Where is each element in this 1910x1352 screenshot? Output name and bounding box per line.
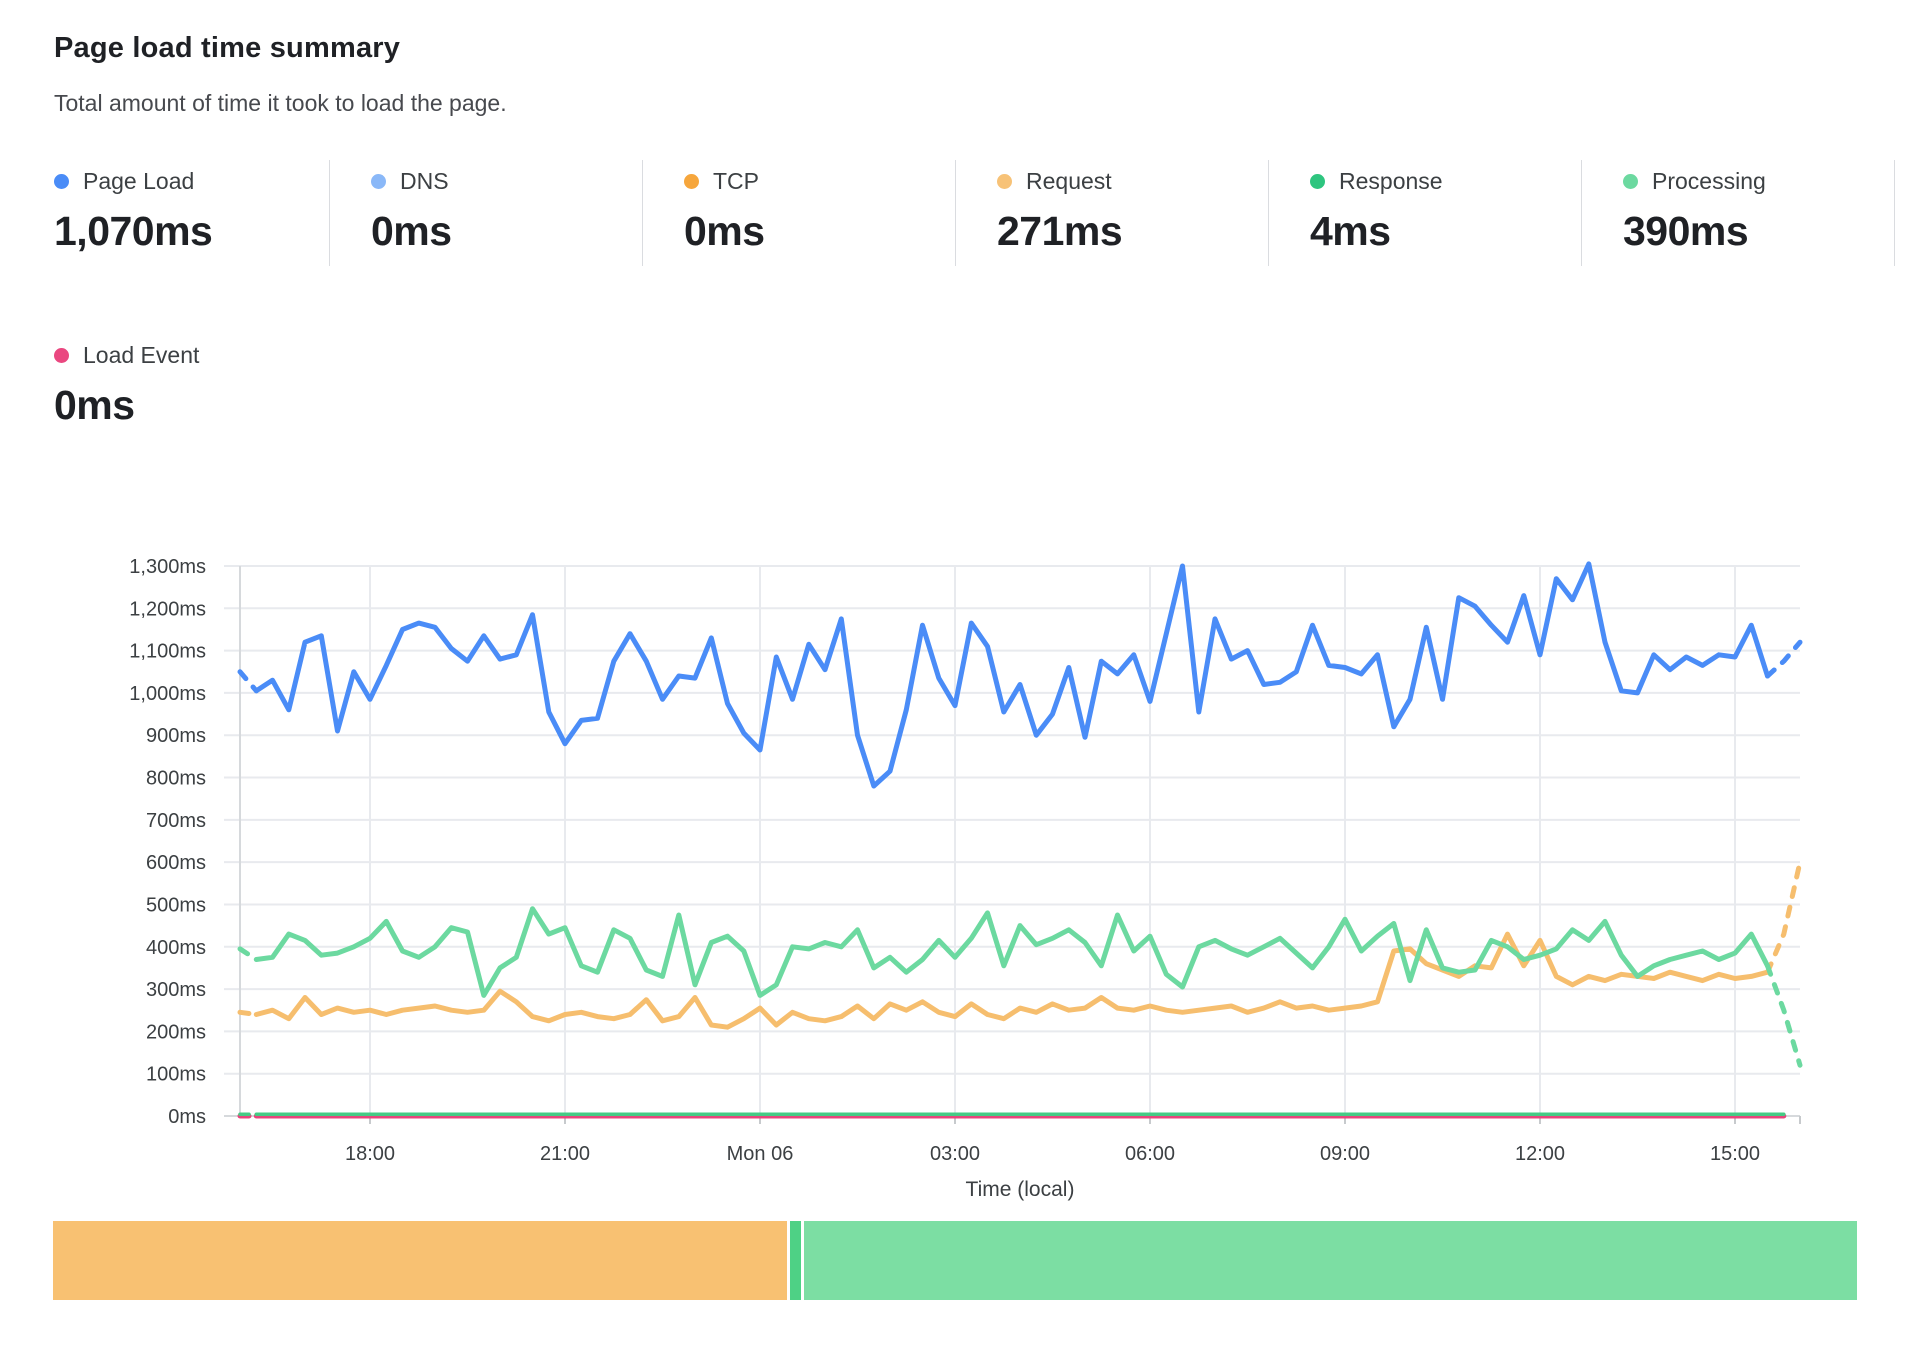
request-line-dash-tail — [1765, 859, 1803, 975]
metric-tcp: TCP 0ms — [643, 160, 956, 266]
timing-breakdown-bar — [53, 1221, 1857, 1300]
metric-value: 0ms — [54, 382, 135, 428]
y-axis-tick-label: 800ms — [146, 768, 206, 790]
metric-processing: Processing 390ms — [1582, 160, 1895, 266]
x-axis-tick-label: 15:00 — [1710, 1143, 1760, 1165]
y-axis-tick-label: 1,000ms — [129, 683, 206, 705]
metric-label: Page Load — [83, 168, 195, 194]
page-subtitle: Total amount of time it took to load the… — [54, 90, 507, 116]
metric-value: 0ms — [371, 208, 452, 254]
x-axis-title: Time (local) — [966, 1178, 1075, 1201]
y-axis-tick-label: 200ms — [146, 1021, 206, 1043]
x-axis-tick-label: 18:00 — [345, 1143, 395, 1165]
x-axis-tick-label: 06:00 — [1125, 1143, 1175, 1165]
page-load-line-dash-tail — [1765, 639, 1803, 679]
page-title: Page load time summary — [54, 32, 401, 64]
metric-label: Load Event — [83, 342, 200, 368]
metric-value: 0ms — [684, 208, 765, 254]
bar-segment-processing — [804, 1221, 1857, 1300]
x-axis-tick-label: 12:00 — [1515, 1143, 1565, 1165]
metric-label: Request — [1026, 168, 1112, 194]
processing-line — [253, 906, 1770, 998]
x-axis-tick-label: 09:00 — [1320, 1143, 1370, 1165]
request-line — [253, 931, 1770, 1030]
metric-request: Request 271ms — [956, 160, 1269, 266]
y-axis-tick-label: 900ms — [146, 725, 206, 747]
processing-legend-dot-icon — [1623, 174, 1638, 189]
metric-value: 390ms — [1623, 208, 1749, 254]
load-event-legend-dot-icon — [54, 348, 69, 363]
dns-legend-dot-icon — [371, 174, 386, 189]
metric-page-load: Page Load 1,070ms — [54, 160, 330, 266]
bar-segment-response — [789, 1221, 802, 1300]
metric-label: Processing — [1652, 168, 1766, 194]
response-legend-dot-icon — [1310, 174, 1325, 189]
metrics-row-2: Load Event 0ms — [54, 334, 199, 440]
y-axis-tick-label: 700ms — [146, 810, 206, 832]
y-axis-tick-label: 100ms — [146, 1064, 206, 1086]
y-axis-tick-label: 600ms — [146, 852, 206, 874]
page-load-line-dash-head — [237, 669, 259, 694]
metric-label: DNS — [400, 168, 449, 194]
y-axis-tick-label: 1,200ms — [129, 598, 206, 620]
x-axis-tick-label: 03:00 — [930, 1143, 980, 1165]
y-axis-tick-label: 1,100ms — [129, 641, 206, 663]
metric-label: Response — [1339, 168, 1443, 194]
request-legend-dot-icon — [997, 174, 1012, 189]
tcp-legend-dot-icon — [684, 174, 699, 189]
y-axis-tick-label: 0ms — [168, 1106, 206, 1128]
bar-segment-request — [53, 1221, 787, 1300]
metric-value: 271ms — [997, 208, 1123, 254]
metric-value: 4ms — [1310, 208, 1391, 254]
metric-response: Response 4ms — [1269, 160, 1582, 266]
x-axis-tick-label: Mon 06 — [727, 1143, 794, 1165]
processing-line-dash-tail — [1765, 963, 1803, 1068]
y-axis-tick-label: 400ms — [146, 937, 206, 959]
metric-dns: DNS 0ms — [330, 160, 643, 266]
metric-label: TCP — [713, 168, 759, 194]
metrics-row: Page Load 1,070ms DNS 0ms TCP 0ms Reques… — [54, 160, 1895, 266]
metric-load-event: Load Event 0ms — [54, 334, 199, 440]
page-load-line — [253, 561, 1770, 789]
y-axis-tick-label: 300ms — [146, 979, 206, 1001]
metric-value: 1,070ms — [54, 208, 213, 254]
x-axis-tick-label: 21:00 — [540, 1143, 590, 1165]
page-load-legend-dot-icon — [54, 174, 69, 189]
processing-line-dash-head — [237, 946, 259, 962]
request-line-dash-head — [237, 1009, 259, 1017]
y-axis-tick-label: 1,300ms — [129, 556, 206, 578]
y-axis-tick-label: 500ms — [146, 894, 206, 916]
